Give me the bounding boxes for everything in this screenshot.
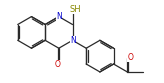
- Text: N: N: [56, 12, 62, 21]
- Text: O: O: [55, 60, 61, 69]
- Text: N: N: [70, 36, 76, 45]
- Text: O: O: [127, 53, 133, 62]
- Text: SH: SH: [70, 5, 81, 14]
